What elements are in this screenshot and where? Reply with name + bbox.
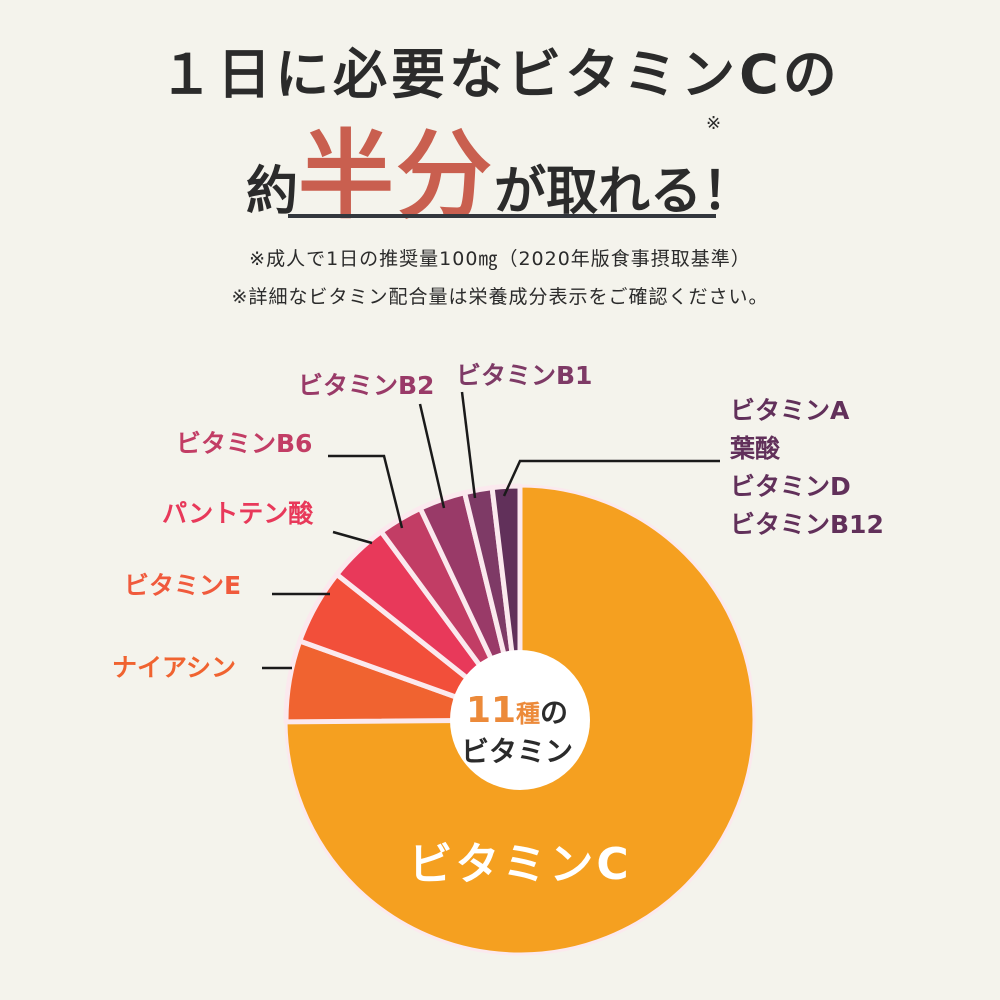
- label-vitamin-c: ビタミンC: [408, 839, 632, 890]
- label-pantothenic-acid: パントテン酸: [162, 499, 314, 528]
- center-count: 11種の: [465, 690, 569, 731]
- headline-divider: [288, 214, 716, 218]
- headline-suffix: が取れる！: [494, 162, 755, 222]
- label-group: ビタミンA 葉酸 ビタミンD ビタミンB12: [730, 392, 884, 544]
- headline-emphasis: 半分: [298, 120, 494, 232]
- headline-prefix: 約: [245, 162, 298, 222]
- footnote-2: ※詳細なビタミン配合量は栄養成分表示をご確認ください。: [231, 286, 769, 308]
- label-vitamin-d: ビタミンD: [730, 472, 851, 501]
- headline-line2: 約半分が取れる！: [0, 98, 1000, 237]
- label-vitamin-e: ビタミンE: [124, 571, 242, 600]
- label-vitamin-b2: ビタミンB2: [298, 371, 435, 400]
- label-vitamin-b6: ビタミンB6: [176, 429, 313, 458]
- footnote-1: ※成人で1日の推奨量100㎎（2020年版食事摂取基準）: [249, 248, 751, 270]
- footnote-mark: ※: [706, 113, 722, 134]
- label-vitamin-b12: ビタミンB12: [730, 510, 884, 539]
- leader-lines: [262, 391, 720, 670]
- label-niacin: ナイアシン: [112, 653, 237, 682]
- headline-line1: １日に必要なビタミンCの: [159, 43, 841, 106]
- label-vitamin-a: ビタミンA: [730, 396, 850, 425]
- center-subtitle: ビタミン: [460, 735, 573, 768]
- label-vitamin-b1: ビタミンB1: [456, 361, 593, 390]
- donut-hole: [450, 650, 590, 790]
- label-folic-acid: 葉酸: [730, 434, 781, 463]
